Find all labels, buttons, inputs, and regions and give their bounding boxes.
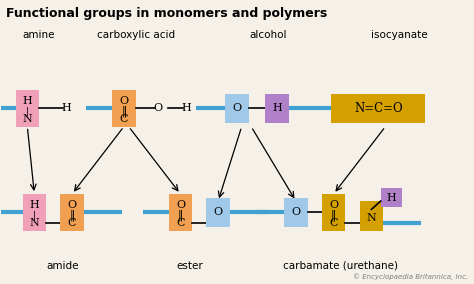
Text: amine: amine [23,30,55,40]
Text: alcohol: alcohol [249,30,286,40]
Text: O: O [154,103,163,113]
FancyBboxPatch shape [60,194,84,231]
Text: ‖: ‖ [178,209,183,221]
Text: ‖: ‖ [331,209,337,221]
Text: H: H [22,96,32,106]
Text: N: N [22,114,32,124]
Text: amide: amide [46,261,79,271]
Text: O: O [329,200,338,210]
Text: H: H [386,193,396,203]
Text: O: O [292,207,301,217]
FancyBboxPatch shape [284,198,308,227]
Text: C: C [68,218,76,228]
Text: O: O [176,200,185,210]
Text: N: N [366,213,376,223]
Text: H: H [272,103,282,113]
FancyBboxPatch shape [322,194,346,231]
Text: H: H [182,103,191,113]
FancyBboxPatch shape [265,94,289,123]
Text: ‖: ‖ [69,209,75,221]
FancyBboxPatch shape [225,94,249,123]
Text: Functional groups in monomers and polymers: Functional groups in monomers and polyme… [6,7,328,20]
Text: |: | [33,210,36,220]
Text: N: N [29,218,39,228]
Text: carboxylic acid: carboxylic acid [97,30,175,40]
FancyBboxPatch shape [331,94,426,123]
Text: C: C [329,218,338,228]
Text: H: H [29,200,39,210]
FancyBboxPatch shape [23,194,46,231]
Text: isocyanate: isocyanate [371,30,428,40]
FancyBboxPatch shape [16,90,39,127]
Text: C: C [119,114,128,124]
FancyBboxPatch shape [169,194,192,231]
FancyBboxPatch shape [381,188,402,207]
FancyBboxPatch shape [206,198,230,227]
FancyBboxPatch shape [112,90,136,127]
Text: H: H [62,103,71,113]
FancyBboxPatch shape [359,201,383,231]
Text: O: O [232,103,242,113]
Text: N=C=O: N=C=O [354,102,403,115]
Text: © Encyclopaedia Britannica, Inc.: © Encyclopaedia Britannica, Inc. [353,273,468,280]
Text: ‖: ‖ [121,105,127,117]
Text: carbamate (urethane): carbamate (urethane) [283,261,398,271]
Text: O: O [214,207,223,217]
Text: |: | [26,107,29,116]
Text: ester: ester [176,261,203,271]
Text: C: C [176,218,185,228]
Text: O: O [67,200,77,210]
Text: O: O [119,96,128,106]
